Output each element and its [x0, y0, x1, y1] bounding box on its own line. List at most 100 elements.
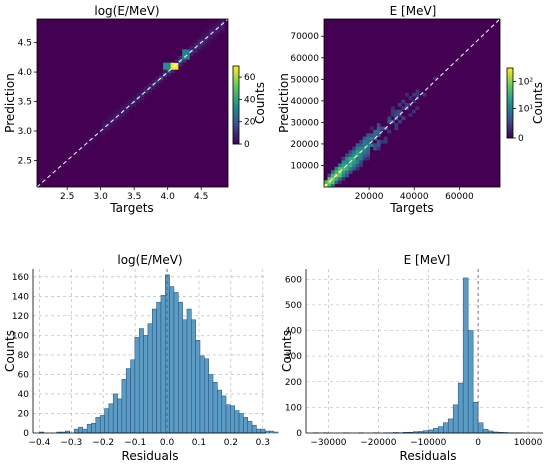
- heatmap-cell: [348, 163, 353, 168]
- heatmap-cell: [205, 32, 210, 37]
- heatmap-cell: [170, 69, 175, 74]
- colorbar-segment: [233, 134, 239, 137]
- y-tick-label: 100: [285, 403, 302, 413]
- histogram-bar: [462, 277, 469, 434]
- heatmap-cell: [197, 49, 202, 53]
- histogram-bar: [243, 417, 248, 434]
- heatmap-cell: [185, 49, 191, 53]
- heatmap-cell: [82, 146, 87, 151]
- residual-log-xlabel: Residuals: [122, 449, 179, 463]
- heatmap-cell: [359, 143, 364, 147]
- colorbar-segment: [507, 76, 513, 79]
- y-tick-label: 40: [18, 390, 30, 400]
- heatmap-cell: [331, 176, 335, 181]
- colorbar-segment: [507, 115, 513, 118]
- heatmap-cell: [369, 126, 374, 131]
- heatmap-cell: [189, 55, 194, 60]
- heatmap-cell: [201, 42, 206, 47]
- heatmap-cell: [376, 129, 381, 134]
- histogram-bar: [208, 374, 214, 434]
- histogram-bar: [442, 422, 449, 434]
- heatmap-cell: [101, 126, 107, 131]
- heatmap-cell: [373, 143, 378, 147]
- y-tick-label: 40000: [290, 97, 319, 107]
- heatmap-cell: [147, 82, 152, 87]
- heatmap-cell: [355, 160, 360, 164]
- colorbar-frame: [506, 67, 514, 139]
- heatmap-cell: [189, 45, 194, 50]
- heatmap-cell: [151, 79, 156, 84]
- histogram-bar: [452, 404, 459, 434]
- heatmap-cell: [163, 62, 168, 67]
- heatmap-cell: [182, 49, 187, 53]
- heatmap-cell: [220, 29, 225, 33]
- heatmap-cell: [338, 173, 342, 178]
- colorbar-segment: [233, 140, 239, 143]
- heatmap-cell: [185, 55, 191, 60]
- y-tick-label: 140: [12, 292, 29, 302]
- heatmap-cell: [159, 72, 164, 77]
- heatmap-cell: [212, 35, 217, 40]
- histogram-bar: [256, 428, 262, 434]
- histogram-bar: [269, 430, 275, 434]
- residual-log-bars: [39, 274, 279, 434]
- heatmap-cell: [212, 25, 217, 30]
- histogram-bar: [125, 368, 131, 434]
- heatmap-cell: [113, 119, 118, 124]
- heatmap-cell: [362, 139, 367, 144]
- heatmap-cell: [412, 92, 416, 97]
- y-tick-label: 20: [18, 409, 30, 419]
- colorbar-segment: [507, 71, 513, 74]
- colorbar-segment: [507, 85, 513, 88]
- histogram-bar: [73, 428, 79, 434]
- heatmap-cell: [98, 126, 103, 131]
- heatmap-cell: [324, 180, 328, 184]
- heatmap-cell: [394, 109, 399, 114]
- colorbar-segment: [233, 120, 239, 123]
- heatmap-cell: [348, 153, 353, 158]
- heatmap-cell: [394, 126, 399, 131]
- residual-lin-grid: [306, 269, 543, 434]
- heatmap-cell: [105, 129, 110, 134]
- colorbar-segment: [507, 118, 513, 121]
- heatmap-cell: [185, 45, 191, 50]
- heatmap-cell: [376, 133, 381, 137]
- heatmap-cell: [338, 180, 342, 184]
- colorbar-frame: [232, 65, 240, 145]
- heatmap-log-frame: [36, 18, 229, 188]
- heatmap-cell: [362, 156, 367, 161]
- heatmap-cell: [216, 22, 221, 27]
- colorbar-segment: [233, 138, 239, 141]
- heatmap-cell: [136, 99, 141, 104]
- heatmap-cell: [401, 106, 406, 111]
- heatmap-cell: [345, 160, 349, 164]
- heatmap-cell: [373, 133, 378, 137]
- heatmap-cell: [212, 22, 217, 27]
- heatmap-cell: [334, 166, 339, 171]
- histogram-bar: [112, 393, 118, 434]
- heatmap-cell: [90, 139, 95, 144]
- heatmap-cell: [412, 109, 416, 114]
- heatmap-cell: [404, 103, 409, 107]
- heatmap-cell: [201, 39, 206, 43]
- residual-log-title: log(E/MeV): [117, 253, 182, 267]
- colorbar-tick-label: 10¹: [518, 105, 533, 115]
- colorbar-segment: [507, 80, 513, 83]
- heatmap-cell: [352, 166, 356, 171]
- colorbar-segment: [233, 110, 239, 114]
- x-tick-label: 0.3: [256, 438, 270, 448]
- colorbar-segment: [507, 106, 513, 109]
- heatmap-cell: [90, 133, 95, 137]
- residual-lin-title: E [MeV]: [404, 253, 451, 267]
- heatmap-cell: [212, 29, 217, 33]
- heatmap-cell: [394, 123, 399, 127]
- heatmap-cell: [124, 99, 129, 104]
- x-tick-label: 0.1: [192, 438, 206, 448]
- colorbar-segment: [507, 68, 513, 71]
- y-tick-label: 50000: [290, 75, 319, 85]
- heatmap-cell: [113, 116, 118, 121]
- heatmap-cell: [121, 106, 126, 111]
- heatmap-cell: [94, 136, 99, 141]
- heatmap-cell: [128, 106, 133, 111]
- colorbar-segment: [233, 106, 239, 110]
